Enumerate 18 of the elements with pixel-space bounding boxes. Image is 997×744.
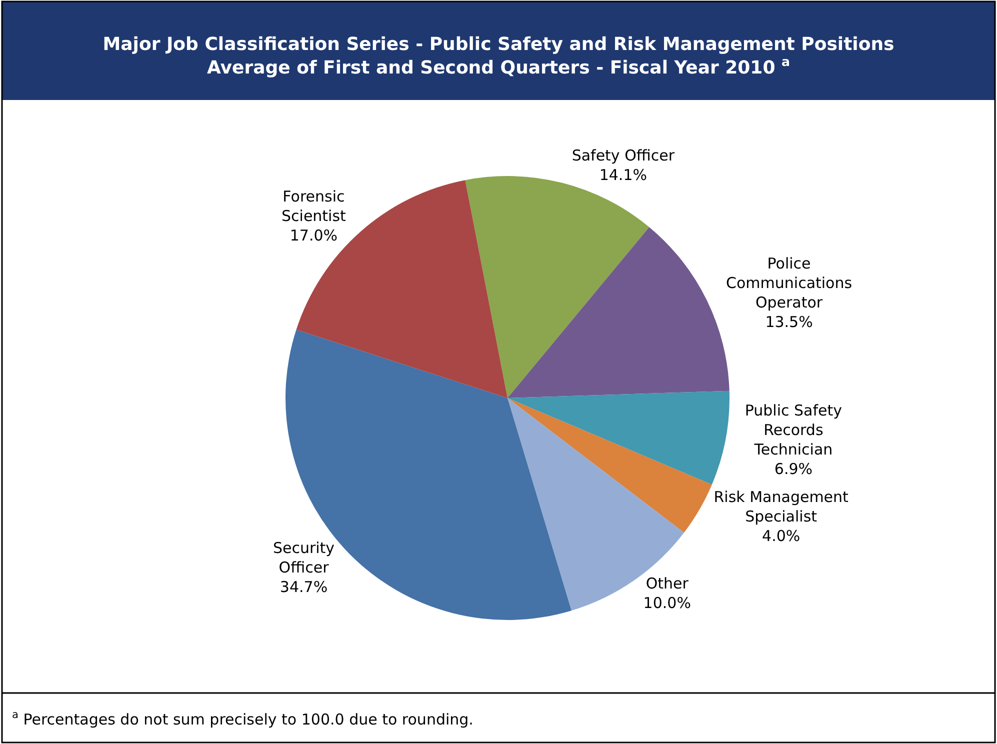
pie-slice <box>508 390 730 485</box>
slice-label: Police Communications Operator <box>726 254 852 312</box>
chart-title: Major Job Classification Series - Public Safety and Risk Management Positions Average of First and Second Quarters - Fiscal Year 2010 $^{a}$ <box>102 34 894 78</box>
slice-label: Security Officer <box>272 538 335 576</box>
slice-label: Public Safety Records Technician <box>744 402 842 459</box>
pie-slice <box>508 398 712 533</box>
data-label: 10.0% <box>643 594 691 612</box>
data-label: 13.5% <box>765 313 813 332</box>
data-label: 6.9% <box>774 460 812 478</box>
data-label: 17.0% <box>290 226 338 244</box>
text: $^{a}$ Percentages do not sum precisely to 100.0 due to rounding. <box>12 709 474 728</box>
slice-label: Safety Officer <box>572 146 676 165</box>
data-label: 4.0% <box>762 527 800 546</box>
slice-label: Risk Management Specialist <box>714 488 849 526</box>
data-label: 34.7% <box>280 578 328 596</box>
data-label: 14.1% <box>599 166 647 184</box>
slice-label: Forensic Scientist <box>282 187 346 225</box>
slice-label: Other <box>646 574 690 592</box>
